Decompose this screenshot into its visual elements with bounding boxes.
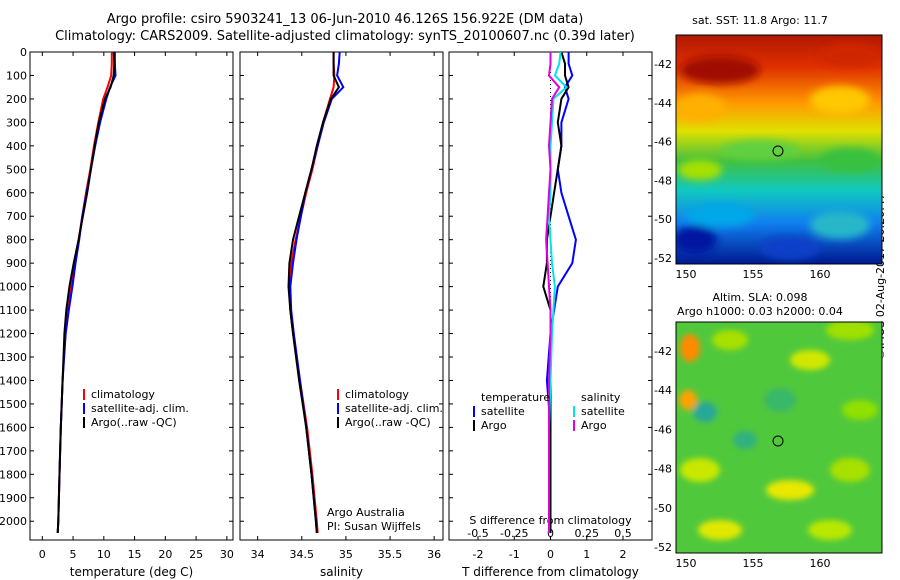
x-tick-label: 30 <box>220 548 234 561</box>
x-tick-label: 2 <box>620 548 627 561</box>
x-tick-label: 5 <box>70 548 77 561</box>
x-tick-label: 34 <box>251 548 265 561</box>
map-y-tick-label: -42 <box>654 58 672 71</box>
y-tick-label: 1500 <box>0 398 27 411</box>
x2-tick-label: 0.5 <box>614 527 632 540</box>
annotation-text: Argo Australia <box>327 506 405 519</box>
y-tick-label: 200 <box>6 93 27 106</box>
y-tick-label: 2000 <box>0 515 27 528</box>
y-tick-label: 1000 <box>0 281 27 294</box>
sla-map-title-line2: Argo h1000: 0.03 h2000: 0.04 <box>677 305 843 318</box>
sla-map <box>676 322 882 553</box>
legend-label: climatology <box>345 388 409 401</box>
legend-label: satellite <box>481 405 525 418</box>
legend-title: salinity <box>581 391 621 404</box>
x2-tick-label: -0.25 <box>500 527 528 540</box>
map-x-tick-label: 150 <box>676 268 697 281</box>
temperature-panel <box>29 51 234 541</box>
legend-label: Argo(..raw -QC) <box>91 416 177 429</box>
map-y-tick-label: -52 <box>654 541 672 554</box>
legend-label: satellite-adj. clim. <box>345 402 443 415</box>
y-tick-label: 500 <box>6 163 27 176</box>
y-tick-label: 1300 <box>0 351 27 364</box>
y-tick-label: 100 <box>6 69 27 82</box>
x-tick-label: 35.5 <box>378 548 403 561</box>
y-tick-label: 1600 <box>0 421 27 434</box>
annotation-text: PI: Susan Wijffels <box>327 520 421 533</box>
map-y-tick-label: -46 <box>654 136 672 149</box>
x-tick-label: 35 <box>339 548 353 561</box>
legend-label: Argo <box>481 419 507 432</box>
sla-map-title-line1: Altim. SLA: 0.098 <box>712 291 808 304</box>
x2-tick-label: 0.25 <box>575 527 600 540</box>
x2-tick-label: 0 <box>547 527 554 540</box>
chart-title-line2: Climatology: CARS2009. Satellite-adjuste… <box>55 29 635 44</box>
y-tick-label: 1900 <box>0 492 27 505</box>
y-tick-label: 1100 <box>0 304 27 317</box>
legend-label: satellite <box>581 405 625 418</box>
legend-label: satellite-adj. clim. <box>91 402 189 415</box>
y-tick-label: 700 <box>6 210 27 223</box>
x-tick-label: 36 <box>427 548 441 561</box>
y-tick-label: 400 <box>6 140 27 153</box>
x2-tick-label: -0.5 <box>467 527 488 540</box>
map-x-tick-label: 160 <box>810 557 831 570</box>
map-x-tick-label: 155 <box>743 268 764 281</box>
argo-position-marker <box>772 145 784 157</box>
x-tick-label: 10 <box>97 548 111 561</box>
y-tick-label: 300 <box>6 116 27 129</box>
y-tick-label: 900 <box>6 257 27 270</box>
chart-title-line1: Argo profile: csiro 5903241_13 06-Jun-20… <box>106 12 584 27</box>
map-y-tick-label: -48 <box>654 463 672 476</box>
map-y-tick-label: -42 <box>654 345 672 358</box>
map-x-tick-label: 160 <box>810 268 831 281</box>
x-tick-label: 34.5 <box>290 548 315 561</box>
map-y-tick-label: -48 <box>654 174 672 187</box>
x-tick-label: 20 <box>158 548 172 561</box>
map-y-tick-label: -50 <box>654 213 672 226</box>
y-tick-label: 1800 <box>0 468 27 481</box>
legend-label: Argo(..raw -QC) <box>345 416 431 429</box>
x-axis-label: temperature (deg C) <box>70 565 193 579</box>
y-tick-label: 0 <box>20 46 27 59</box>
sst-map <box>676 35 882 264</box>
y-tick-label: 1400 <box>0 374 27 387</box>
map-y-tick-label: -46 <box>654 423 672 436</box>
series-line-argo-raw-qc- <box>56 51 116 534</box>
salinity-panel <box>239 51 444 541</box>
map-y-tick-label: -52 <box>654 252 672 265</box>
map-x-tick-label: 155 <box>743 557 764 570</box>
series-line-argo-raw-qc- <box>287 52 341 534</box>
x-tick-label: 1 <box>583 548 590 561</box>
legend-label: Argo <box>581 419 607 432</box>
x-tick-label: 15 <box>128 548 142 561</box>
map-y-tick-label: -44 <box>654 384 672 397</box>
x-axis-label: T difference from climatology <box>461 565 639 579</box>
series-line-argo <box>545 52 561 533</box>
y-tick-label: 1700 <box>0 445 27 458</box>
argo-position-marker <box>772 435 784 447</box>
x-tick-label: 0 <box>547 548 554 561</box>
x-tick-label: 0 <box>39 548 46 561</box>
y-tick-label: 800 <box>6 234 27 247</box>
y-tick-label: 1200 <box>0 328 27 341</box>
series-line-argo <box>542 51 570 533</box>
map-y-tick-label: -44 <box>654 97 672 110</box>
x-tick-label: -1 <box>509 548 520 561</box>
map-y-tick-label: -50 <box>654 502 672 515</box>
legend-label: climatology <box>91 388 155 401</box>
x-tick-label: -2 <box>473 548 484 561</box>
map-x-tick-label: 150 <box>676 557 697 570</box>
legend-title: temperature <box>481 391 550 404</box>
sst-map-title: sat. SST: 11.8 Argo: 11.7 <box>692 14 828 27</box>
x-tick-label: 25 <box>189 548 203 561</box>
y-tick-label: 600 <box>6 187 27 200</box>
x-axis-label: salinity <box>320 565 363 579</box>
